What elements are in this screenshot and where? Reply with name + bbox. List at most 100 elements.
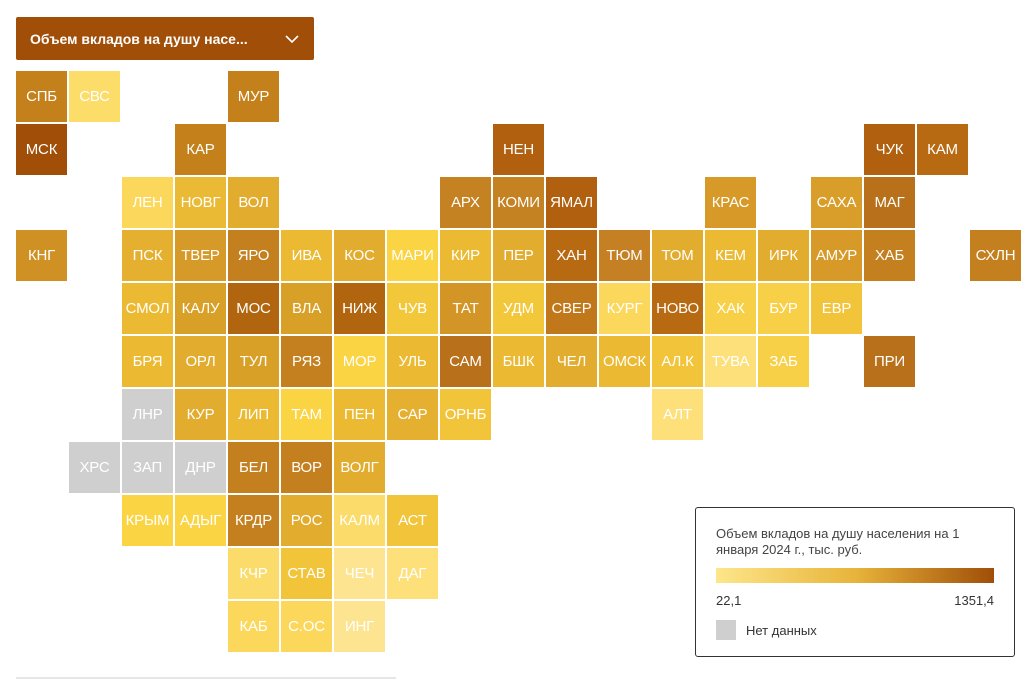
region-tile[interactable]: СВЕР [546,283,597,334]
region-tile[interactable]: КОС [334,230,385,281]
region-tile[interactable]: ИРК [758,230,809,281]
region-tile[interactable]: АМУР [811,230,862,281]
region-tile[interactable]: ПЕН [334,389,385,440]
region-tile[interactable]: САХА [811,177,862,228]
region-tile[interactable]: ЗАБ [758,336,809,387]
region-tile[interactable]: САР [387,389,438,440]
region-tile[interactable]: КРЫМ [122,495,173,546]
region-tile[interactable]: ЛНР [122,389,173,440]
region-tile[interactable]: ЕВР [811,283,862,334]
region-tile[interactable]: КАБ [228,601,279,652]
region-tile[interactable]: КРДР [228,495,279,546]
region-tile[interactable]: МУР [228,71,279,122]
legend-max-label: 1351,4 [954,593,994,608]
region-tile[interactable]: ЗАП [122,442,173,493]
region-tile[interactable]: КОМИ [493,177,544,228]
region-tile[interactable]: ЛЕН [122,177,173,228]
scroll-divider [16,677,396,679]
region-tile[interactable]: ХАБ [864,230,915,281]
region-tile[interactable]: БШК [493,336,544,387]
region-tile[interactable]: СМОЛ [122,283,173,334]
region-tile[interactable]: МОР [334,336,385,387]
region-tile[interactable]: ВОЛ [228,177,279,228]
region-tile[interactable]: КУР [175,389,226,440]
region-tile[interactable]: ХАК [705,283,756,334]
region-tile[interactable]: КРАС [705,177,756,228]
region-tile[interactable]: АЛТ [652,389,703,440]
region-tile[interactable]: ВОР [281,442,332,493]
indicator-dropdown-label: Объем вкладов на душу насе... [30,30,248,47]
region-tile[interactable]: ЯМАЛ [546,177,597,228]
region-tile[interactable]: КЕМ [705,230,756,281]
region-tile[interactable]: ОМСК [599,336,650,387]
region-tile[interactable]: НИЖ [334,283,385,334]
region-tile[interactable]: МОС [228,283,279,334]
region-tile[interactable]: ДНР [175,442,226,493]
legend-title: Объем вкладов на душу населения на 1 янв… [716,526,960,557]
legend: Объем вкладов на душу населения на 1 янв… [695,507,1015,657]
region-tile[interactable]: АРХ [440,177,491,228]
region-tile[interactable]: КАЛУ [175,283,226,334]
region-tile[interactable]: БРЯ [122,336,173,387]
region-tile[interactable]: СВС [69,71,120,122]
region-tile[interactable]: УЛЬ [387,336,438,387]
region-tile[interactable]: ИНГ [334,601,385,652]
region-tile[interactable]: КАМ [917,124,968,175]
region-tile[interactable]: ХАН [546,230,597,281]
region-tile[interactable]: МСК [16,124,67,175]
region-tile[interactable]: ПРИ [864,336,915,387]
region-tile[interactable]: КАЛМ [334,495,385,546]
region-tile[interactable]: НЕН [493,124,544,175]
region-tile[interactable]: ОРЛ [175,336,226,387]
region-tile[interactable]: ТУВА [705,336,756,387]
region-tile[interactable]: ТВЕР [175,230,226,281]
region-tile[interactable]: С.ОС [281,601,332,652]
region-tile[interactable]: ВОЛГ [334,442,385,493]
region-tile[interactable]: МАГ [864,177,915,228]
region-tile[interactable]: КАР [175,124,226,175]
region-tile[interactable]: ПСК [122,230,173,281]
region-tile[interactable]: ТОМ [652,230,703,281]
region-tile[interactable]: ТАМ [281,389,332,440]
region-tile[interactable]: СТАВ [281,548,332,599]
legend-nodata: Нет данных [716,620,994,640]
region-tile[interactable]: БЕЛ [228,442,279,493]
region-tile[interactable]: АДЫГ [175,495,226,546]
region-tile[interactable]: ЧУВ [387,283,438,334]
region-tile[interactable]: ХРС [69,442,120,493]
region-tile[interactable]: УДМ [493,283,544,334]
region-tile[interactable]: АСТ [387,495,438,546]
region-tile[interactable]: НОВО [652,283,703,334]
region-tile[interactable]: ИВА [281,230,332,281]
nodata-swatch [716,620,736,640]
legend-min-label: 22,1 [716,593,742,608]
region-tile[interactable]: СПБ [16,71,67,122]
region-tile[interactable]: ПЕР [493,230,544,281]
region-tile[interactable]: ТУЛ [228,336,279,387]
region-tile[interactable]: ТАТ [440,283,491,334]
region-tile[interactable]: ТЮМ [599,230,650,281]
region-tile[interactable]: ЧЕЛ [546,336,597,387]
region-tile[interactable]: ЧУК [864,124,915,175]
indicator-dropdown[interactable]: Объем вкладов на душу насе... [16,17,314,60]
region-tile[interactable]: СХЛН [970,230,1021,281]
region-tile[interactable]: КЧР [228,548,279,599]
region-tile[interactable]: ЛИП [228,389,279,440]
region-tile[interactable]: ЧЕЧ [334,548,385,599]
region-tile[interactable]: РЯЗ [281,336,332,387]
region-tile[interactable]: АЛ.К [652,336,703,387]
region-tile[interactable]: КНГ [16,230,67,281]
region-tile[interactable]: МАРИ [387,230,438,281]
region-tile[interactable]: РОС [281,495,332,546]
chevron-down-icon [285,34,299,43]
legend-gradient-bar [716,568,994,583]
region-tile[interactable]: НОВГ [175,177,226,228]
region-tile[interactable]: КУРГ [599,283,650,334]
region-tile[interactable]: ДАГ [387,548,438,599]
region-tile[interactable]: ВЛА [281,283,332,334]
region-tile[interactable]: БУР [758,283,809,334]
region-tile[interactable]: КИР [440,230,491,281]
region-tile[interactable]: ОРНБ [440,389,491,440]
region-tile[interactable]: САМ [440,336,491,387]
region-tile[interactable]: ЯРО [228,230,279,281]
